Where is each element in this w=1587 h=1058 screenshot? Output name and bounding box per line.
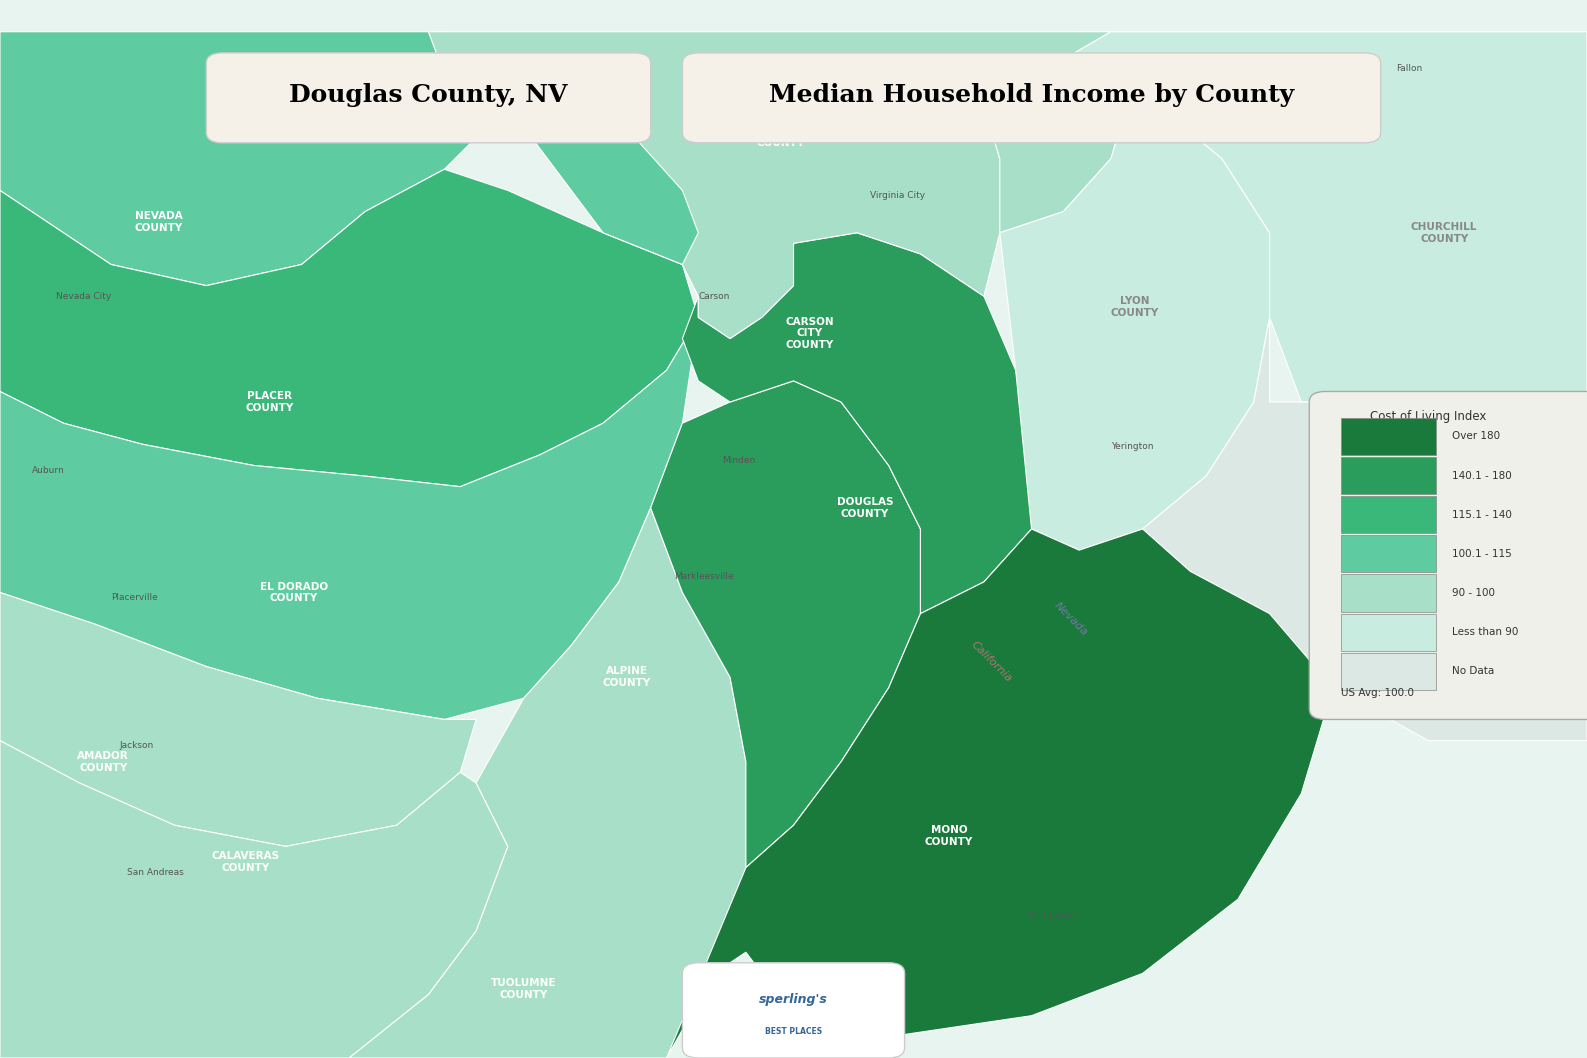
FancyBboxPatch shape xyxy=(682,963,905,1058)
Text: Minden: Minden xyxy=(722,456,755,464)
Text: Cost of Living Index: Cost of Living Index xyxy=(1370,411,1487,423)
Bar xyxy=(1341,496,1436,533)
Text: Bridgeport: Bridgeport xyxy=(1028,911,1076,919)
Bar xyxy=(1341,457,1436,494)
Text: San Andreas: San Andreas xyxy=(127,869,184,877)
FancyBboxPatch shape xyxy=(682,53,1381,143)
Text: CARSON
CITY
COUNTY: CARSON CITY COUNTY xyxy=(786,316,833,350)
Polygon shape xyxy=(698,243,794,339)
Polygon shape xyxy=(0,32,508,286)
Text: Auburn: Auburn xyxy=(32,467,65,475)
Text: WASHOE
COUNTY: WASHOE COUNTY xyxy=(755,127,806,148)
Text: MONO
COUNTY: MONO COUNTY xyxy=(925,825,973,846)
Text: Markleesville: Markleesville xyxy=(674,572,735,581)
Text: AMADOR
COUNTY: AMADOR COUNTY xyxy=(78,751,129,772)
Polygon shape xyxy=(508,106,698,264)
Text: Douglas County, NV: Douglas County, NV xyxy=(289,84,568,107)
Polygon shape xyxy=(667,529,1333,1058)
Text: CHURCHILL
COUNTY: CHURCHILL COUNTY xyxy=(1411,222,1477,243)
Polygon shape xyxy=(0,741,508,1058)
Text: CALAVERAS
COUNTY: CALAVERAS COUNTY xyxy=(213,852,279,873)
FancyBboxPatch shape xyxy=(206,53,651,143)
Text: ALPINE
COUNTY: ALPINE COUNTY xyxy=(603,667,651,688)
Text: MINERAL
COUNTY: MINERAL COUNTY xyxy=(1457,550,1511,571)
Polygon shape xyxy=(984,32,1587,402)
Bar xyxy=(1341,535,1436,572)
Text: DOUGLAS
COUNTY: DOUGLAS COUNTY xyxy=(836,497,893,518)
Text: Placerville: Placerville xyxy=(111,594,157,602)
Text: BEST PLACES: BEST PLACES xyxy=(765,1027,822,1036)
Text: Nevada: Nevada xyxy=(1052,600,1090,638)
Bar xyxy=(1341,574,1436,612)
Text: No Data: No Data xyxy=(1452,667,1495,676)
Text: TUOLUMNE
COUNTY: TUOLUMNE COUNTY xyxy=(490,979,557,1000)
Text: California: California xyxy=(970,639,1014,683)
Text: 90 - 100: 90 - 100 xyxy=(1452,588,1495,598)
FancyBboxPatch shape xyxy=(1309,391,1587,719)
Polygon shape xyxy=(0,317,698,719)
Text: Fallon: Fallon xyxy=(1397,65,1424,73)
Bar xyxy=(1341,614,1436,651)
Text: Virginia City: Virginia City xyxy=(870,191,925,200)
Text: US Avg: 100.0: US Avg: 100.0 xyxy=(1341,689,1414,698)
Text: Reno: Reno xyxy=(1127,65,1149,73)
Text: 100.1 - 115: 100.1 - 115 xyxy=(1452,549,1512,559)
Polygon shape xyxy=(651,381,920,868)
Polygon shape xyxy=(0,169,698,487)
Polygon shape xyxy=(349,508,746,1058)
Polygon shape xyxy=(428,32,1111,339)
Text: 140.1 - 180: 140.1 - 180 xyxy=(1452,471,1512,480)
Polygon shape xyxy=(1143,317,1587,741)
Polygon shape xyxy=(1000,106,1270,550)
Text: SIERRA: SIERRA xyxy=(590,63,632,74)
Text: Less than 90: Less than 90 xyxy=(1452,627,1519,637)
Bar xyxy=(1341,653,1436,690)
Text: LYON
COUNTY: LYON COUNTY xyxy=(1111,296,1159,317)
Text: PLACER
COUNTY: PLACER COUNTY xyxy=(246,391,294,413)
Text: 115.1 - 140: 115.1 - 140 xyxy=(1452,510,1512,519)
Text: STOREY
COUNTY: STOREY COUNTY xyxy=(932,95,979,116)
Polygon shape xyxy=(682,233,1032,614)
Text: sperling's: sperling's xyxy=(759,993,828,1006)
Text: Yerington: Yerington xyxy=(1111,442,1154,451)
Polygon shape xyxy=(0,592,476,846)
Text: NEVADA
COUNTY: NEVADA COUNTY xyxy=(135,212,183,233)
Text: Nevada City: Nevada City xyxy=(56,292,111,300)
Text: Carson: Carson xyxy=(698,292,730,300)
Text: EL DORADO
COUNTY: EL DORADO COUNTY xyxy=(260,582,327,603)
Text: Median Household Income by County: Median Household Income by County xyxy=(770,84,1293,107)
Text: Jackson: Jackson xyxy=(119,742,154,750)
Text: Over 180: Over 180 xyxy=(1452,432,1500,441)
Polygon shape xyxy=(984,74,1127,233)
Bar xyxy=(1341,418,1436,455)
